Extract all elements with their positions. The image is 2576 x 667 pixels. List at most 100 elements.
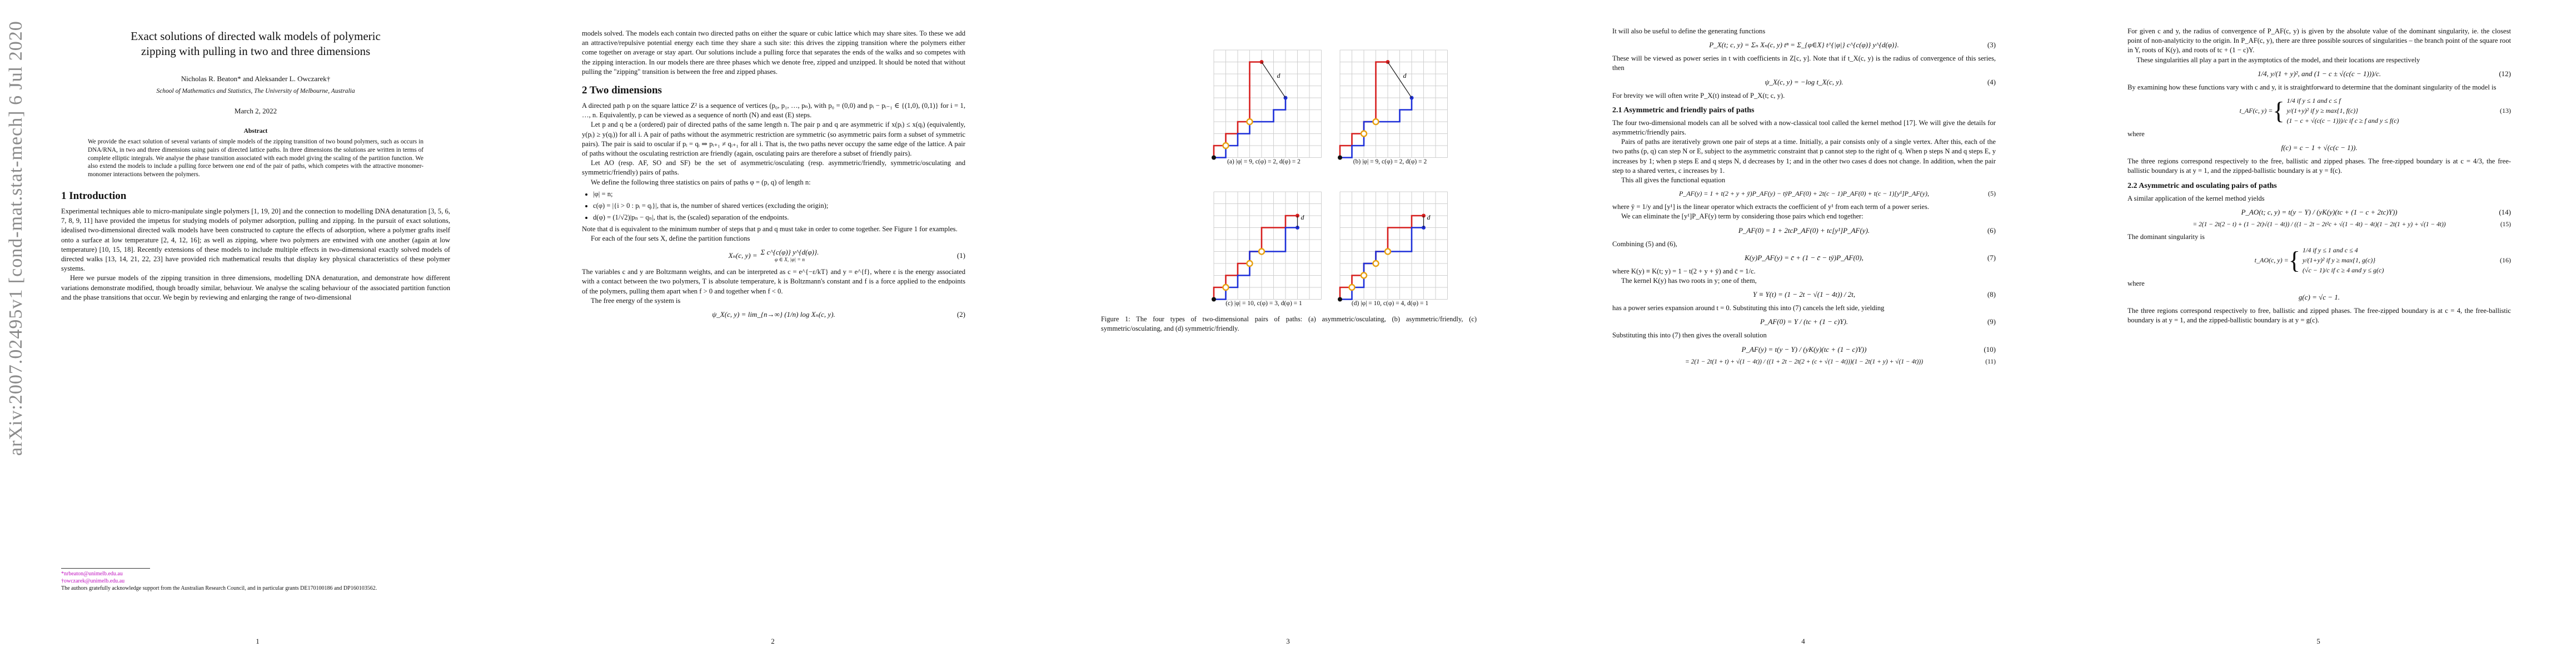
paragraph-similar: A similar application of the kernel meth… [2127,194,2265,202]
contact-marker [1246,118,1253,126]
equation-11: = 2(1 − 2t(1 + t) + √(1 − 4t)) / ((1 + 2… [1612,359,1996,365]
title-line-2: zipping with pulling in two and three di… [141,44,371,58]
paragraph-examining: By examining how these functions vary wi… [2127,83,2497,91]
paragraph-statistics: We define the following three statistics… [591,178,811,186]
equation-14-body: P_AO(t; c, y) = t(y − Y) / (yK(y)(tc + (… [2241,207,2398,216]
footnotes: *nrbeaton@unimelb.edu.au †owczarek@unime… [61,568,450,592]
panel-caption-d: (d) |φ| = 10, c(φ) = 4, d(φ) = 1 [1351,300,1429,307]
equation-9: P_AF(0) = Y / (tc + (1 − c)Y). (9) [1612,317,1996,326]
authors: Nicholas R. Beaton* and Aleksander L. Ow… [181,74,331,83]
equation-9-body: P_AF(0) = Y / (tc + (1 − c)Y). [1760,317,1848,326]
abstract-heading: Abstract [243,128,268,135]
path-q-blue [1340,98,1413,158]
paragraph-generating: It will also be useful to define the gen… [1612,27,1766,35]
paragraph-brevity: For brevity we will often write P_X(t) i… [1612,91,1785,99]
contact-marker [1246,260,1253,267]
equation-8-body: Y ≡ Y(t) = (1 − 2t − √(1 − 4t)) / 2t, [1752,290,1856,299]
separation-label: d [1427,213,1431,221]
contact-marker [1222,283,1229,291]
contact-marker [1348,283,1356,291]
arxiv-stamp: arXiv:2007.02495v1 [cond-mat.stat-mech] … [6,21,26,456]
equation-13-lhs: t_AF(c, y) = [2239,107,2273,115]
equation-6-body: P_AF(0) = 1 + 2tcP_AF(0) + tc[y¹]P_AF(y)… [1738,226,1870,235]
email-link-2[interactable]: †owczarek@unimelb.edu.au [61,578,125,584]
paragraph-directed-path: A directed path p on the square lattice … [582,102,965,120]
case-line: (√c − 1)/c if c ≥ 4 and y ≤ g(c) [2302,266,2384,275]
equation-1-sum: Σ c^{c(φ)} y^{d(φ)}. φ ∈ X, |φ| = n [761,248,819,263]
contact-marker [1384,248,1392,255]
equation-16-cases: { 1/4 if y ≤ 1 and c ≤ 4 y/(1+y)² if y ≥… [2289,246,2384,275]
funding-note: The authors gratefully acknowledge suppo… [61,585,377,591]
paragraph-partition: For each of the four sets X, define the … [591,235,750,243]
page-5: For given c and y, the radius of converg… [2061,0,2576,667]
paragraph-free-energy: The free energy of the system is [591,296,681,305]
equation-7-body: K(y)P_AF(y) = c̄ + (1 − c̄ − tȳ)P_AF(0), [1745,253,1864,262]
section-heading-two-dimensions: 2 Two dimensions [582,84,662,97]
separation-line [1261,62,1286,98]
brace-symbol: { [2273,97,2285,125]
equation-11-body: = 2(1 − 2t(1 + t) + √(1 − 4t)) / ((1 + 2… [1685,358,1924,365]
case-line: (1 − c + √(c(c − 1)))/c if c ≥ f and y ≤… [2286,117,2399,125]
equation-number: (15) [2500,221,2511,228]
case-line: 1/4 if y ≤ 1 and c ≤ 4 [2302,246,2358,255]
list-item: c(φ) = |{i > 0 : pᵢ = qᵢ}|, that is, the… [593,201,965,211]
page-number: 4 [1801,637,1805,645]
equation-number: (7) [1987,253,1996,262]
paragraph-regions-2: The three regions correspond respectivel… [2127,307,2511,325]
paragraph-functional: This all gives the functional equation [1621,176,1726,185]
where-label: where [2127,280,2145,288]
contact-marker [1360,272,1368,279]
panel-caption-c: (c) |φ| = 10, c(φ) = 3, d(φ) = 1 [1225,300,1302,307]
paragraph-substituting: Substituting this into (7) then gives th… [1612,331,1767,340]
equation-g: g(c) = √c − 1. [2127,293,2511,302]
lattice-panel: d [1212,191,1322,302]
equation-8: Y ≡ Y(t) = (1 − 2t − √(1 − 4t)) / 2t, (8) [1612,290,1996,299]
equation-1: Xₙ(c, y) = Σ c^{c(φ)} y^{d(φ)}. φ ∈ X, |… [582,248,965,263]
equation-number: (9) [1987,317,1996,326]
equation-number: (4) [1987,77,1996,86]
paragraph-note: Note that d is equivalent to the minimum… [582,225,958,233]
equation-3-body: P_X(t; c, y) = Σₙ Xₙ(c, y) tⁿ = Σ_{φ∈X} … [1709,41,1899,49]
paragraph-kernel-roots: The kernel K(y) has two roots in y; one … [1621,277,1757,285]
contact-marker [1258,248,1265,255]
equation-4-body: ψ_X(c, y) = −log t_X(c, y). [1765,77,1843,86]
equation-number: (11) [1985,358,1996,365]
equation-12-body: 1/4, y/(1 + y)², and (1 − c ± √(c(c − 1)… [2257,69,2381,78]
equation-f: f(c) = c − 1 + √(c(c − 1)). [2127,143,2511,152]
equation-13-cases: { 1/4 if y ≤ 1 and c ≤ f y/(1+y)² if y ≥… [2273,97,2399,125]
contact-marker [1372,118,1379,126]
equation-number: (10) [1984,345,1996,354]
page-number: 2 [771,637,775,645]
subsection-heading-2-2: 2.2 Asymmetric and osculating pairs of p… [2127,181,2277,190]
page-3: d d d d (a) |φ| = 9, c(φ) = 2, d(φ) = 2 (b)… [1030,0,1546,667]
equation-3: P_X(t; c, y) = Σₙ Xₙ(c, y) tⁿ = Σ_{φ∈X} … [1612,41,1996,49]
paragraph-expansion: has a power series expansion around t = … [1612,304,1885,312]
equation-10-body: P_AF(y) = t(y − Y) / (yK(y)(tc + (1 − c)… [1741,345,1867,354]
equation-1-rhs: Σ c^{c(φ)} y^{d(φ)}. [760,248,819,257]
intro-paragraph-1: Experimental techniques able to micro-ma… [61,207,450,273]
paragraph-power-series: These will be viewed as power series in … [1612,54,1996,72]
equation-2-body: ψ_X(c, y) = lim_{n→∞} (1/n) log Xₙ(c, y)… [712,310,835,319]
equation-g-body: g(c) = √c − 1. [2298,293,2340,302]
equation-15-body: = 2(1 − 2t(2 − t) + (1 − 2t)√(1 − 4t)) /… [2193,221,2446,228]
equation-number: (2) [956,310,965,319]
page-number: 5 [2316,637,2320,645]
equation-4: ψ_X(c, y) = −log t_X(c, y). (4) [1612,78,1996,87]
email-link-1[interactable]: *nrbeaton@unimelb.edu.au [61,571,123,577]
contact-marker [1360,130,1368,137]
separation-line [1387,62,1412,98]
page-number: 1 [256,637,260,645]
equation-1-lhs: Xₙ(c, y) = [728,251,758,260]
lattice-panel: d [1212,49,1322,160]
brace-symbol: { [2288,246,2300,274]
paper-title: Exact solutions of directed walk models … [61,29,450,59]
equation-number: (3) [1987,41,1996,49]
page-1: arXiv:2007.02495v1 [cond-mat.stat-mech] … [0,0,515,667]
case-line: y/(1+y)² if y ≥ max{1, g(c)} [2302,256,2376,265]
paragraph-dominant: The dominant singularity is [2127,232,2205,241]
where-label: where [2127,130,2145,138]
equation-6: P_AF(0) = 1 + 2tcP_AF(0) + tc[y¹]P_AF(y)… [1612,226,1996,235]
equation-15: = 2(1 − 2t(2 − t) + (1 − 2t)√(1 − 4t)) /… [2127,221,2511,228]
origin-dot [1212,297,1216,302]
equation-number: (12) [2499,69,2511,78]
